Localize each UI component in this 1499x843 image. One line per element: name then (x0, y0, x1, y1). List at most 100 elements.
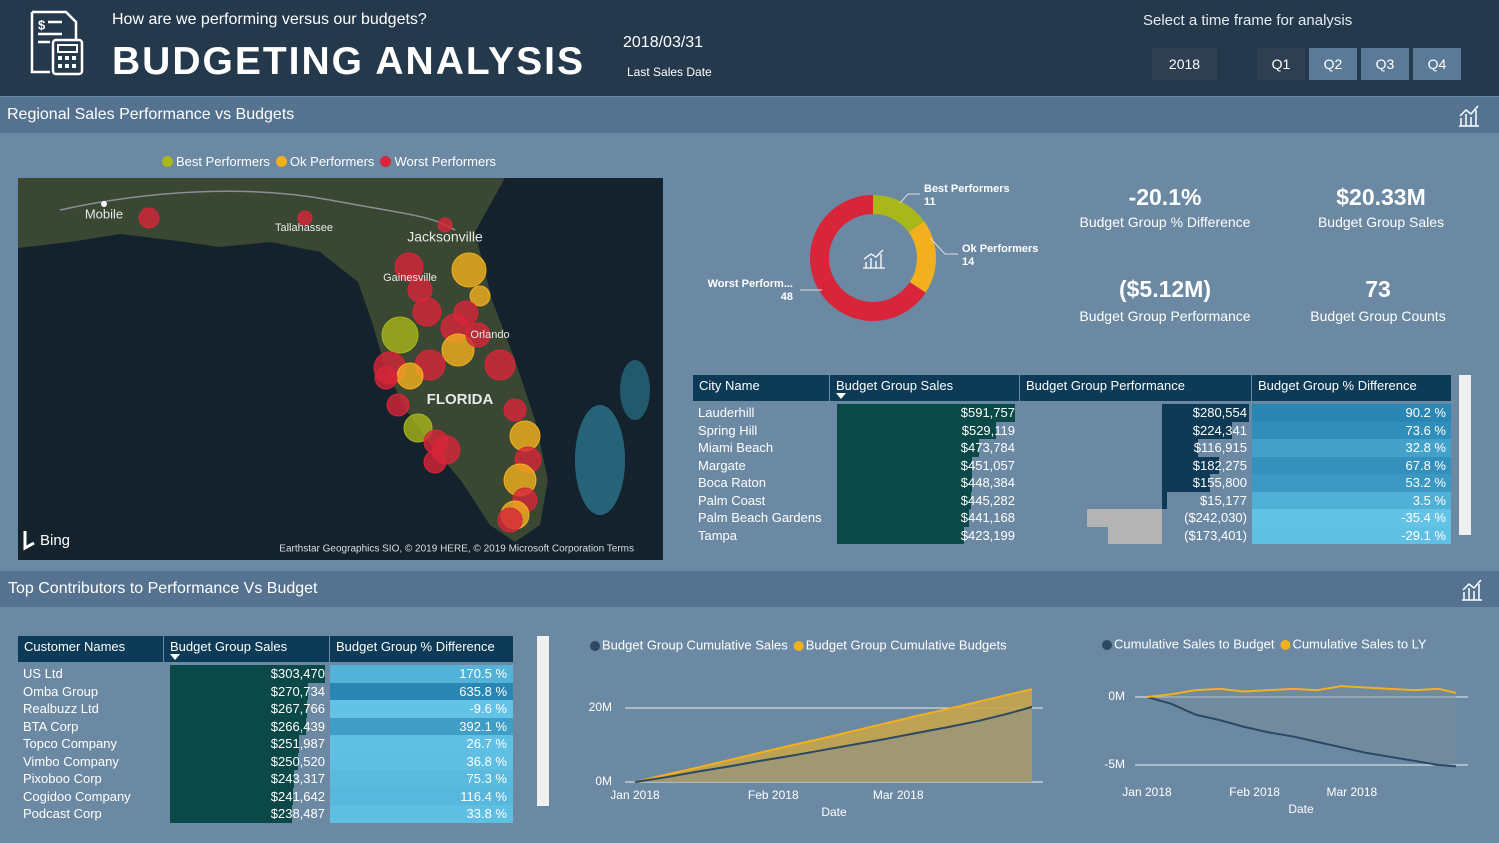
map-marker (412, 297, 442, 327)
cell: US Ltd (23, 666, 63, 681)
section-icon[interactable] (1457, 104, 1481, 128)
sales-bar (170, 717, 307, 735)
sort-arrow (836, 393, 846, 399)
performance-bar (1162, 404, 1249, 422)
quarter-button[interactable]: Q3 (1361, 48, 1409, 80)
x-tick-label: Mar 2018 (1326, 785, 1377, 799)
customer-table: Customer Names Budget Group Sales Budget G… (18, 636, 778, 823)
map-marker (386, 393, 410, 417)
donut-slice (810, 195, 926, 321)
last-sales-date: 2018/03/31 (623, 34, 704, 51)
map-marker (138, 207, 160, 229)
sales-bar (837, 491, 971, 509)
slice-label: Ok Performers (962, 243, 1038, 255)
cell: 392.1 % (459, 718, 507, 734)
legend-dot (590, 641, 600, 651)
legend-dot (162, 156, 173, 167)
pct-cell (330, 735, 513, 753)
scrollbar[interactable] (537, 636, 549, 806)
y-tick-label: 20M (589, 700, 612, 714)
timeframe-label: Select a time frame for analysis (1143, 12, 1353, 29)
cell: $303,470 (270, 666, 325, 681)
pct-cell (330, 770, 513, 788)
performance-bar (1162, 491, 1167, 509)
cell: Palm Coast (698, 492, 766, 508)
kpi-value: $20.33M (1336, 184, 1426, 210)
cell: ($173,401) (1184, 527, 1247, 543)
cell: 32.8 % (1405, 440, 1446, 455)
area (1147, 696, 1456, 767)
map-island (620, 360, 650, 420)
x-axis-label: Date (821, 805, 847, 819)
performance-bar (1162, 456, 1219, 474)
pct-cell (1252, 439, 1451, 457)
cell: $224,341 (1192, 422, 1247, 438)
section-title: Regional Sales Performance vs Budgets (7, 106, 295, 123)
cell: $441,168 (960, 510, 1015, 525)
svg-text:$: $ (38, 17, 46, 32)
cell: $270,734 (270, 683, 325, 699)
donut-slice (908, 221, 936, 293)
cell: Topco Company (23, 736, 117, 751)
kpi-label: Budget Group Counts (1310, 308, 1446, 324)
legend-dot (1280, 640, 1291, 650)
cell: Pixoboo Corp (23, 771, 102, 786)
sales-bar (170, 735, 299, 753)
cell: $451,057 (960, 457, 1015, 473)
quarter-button[interactable]: Q4 (1413, 48, 1461, 80)
kpi-value: ($5.12M) (1118, 276, 1212, 302)
legend: Best Performers Ok Performers Worst Perfor… (162, 154, 496, 169)
slice-value: 48 (781, 291, 793, 303)
pct-cell (330, 805, 513, 823)
cell: Margate (698, 457, 746, 473)
leader-line (899, 193, 920, 204)
x-tick-label: Feb 2018 (748, 788, 799, 802)
map-city-dot (101, 201, 107, 207)
cell: ($242,030) (1184, 510, 1247, 525)
cell: 116.4 % (460, 788, 507, 804)
map-label: Jacksonville (407, 229, 483, 245)
cell: 73.6 % (1405, 422, 1446, 438)
sales-bar (837, 509, 970, 527)
scrollbar[interactable] (1459, 375, 1471, 535)
map-marker (503, 398, 527, 422)
map-label: Gainesville (383, 272, 437, 284)
pct-cell (1252, 421, 1451, 439)
cell: 67.8 % (1405, 457, 1446, 473)
cell: $591,757 (960, 405, 1015, 420)
quarter-button[interactable]: Q2 (1309, 48, 1357, 80)
cell: 75.3 % (466, 771, 507, 786)
sales-bar (170, 787, 294, 805)
cell: $267,766 (270, 701, 325, 716)
map-label: Tallahassee (275, 222, 333, 234)
column-header: Budget Group Sales (164, 636, 330, 662)
pct-cell (1252, 491, 1451, 509)
sales-bar (837, 474, 972, 492)
quarter-button[interactable]: Q1 (1257, 48, 1305, 80)
map-road (59, 190, 456, 231)
performance-bar (1162, 421, 1232, 439)
map-marker (497, 507, 523, 533)
cell: Tampa (698, 527, 738, 543)
cell: $116,915 (1193, 440, 1247, 455)
legend-item: Best Performers (162, 154, 270, 169)
performance-bar (1086, 509, 1162, 527)
y-tick-label: -5M (1104, 757, 1125, 771)
legend-label: Cumulative Sales to LY (1292, 636, 1426, 651)
map-attribution: Earthstar Geographics SIO, © 2019 HERE, … (279, 544, 634, 555)
cell: 3.5 % (1412, 492, 1446, 508)
cell: -35.4 % (1401, 510, 1446, 525)
cell: 635.8 % (459, 683, 507, 699)
pct-cell (330, 717, 513, 735)
series-line (1146, 696, 1457, 768)
cell: $266,439 (270, 718, 325, 734)
section-icon[interactable] (1460, 578, 1484, 602)
legend-item: Ok Performers (275, 154, 374, 169)
column-header: Budget Group Performance (1020, 375, 1252, 401)
year-button[interactable]: 2018 (1152, 48, 1217, 80)
legend-label: Best Performers (176, 154, 270, 169)
kpi-value: 73 (1365, 276, 1391, 302)
map-marker (451, 252, 487, 288)
